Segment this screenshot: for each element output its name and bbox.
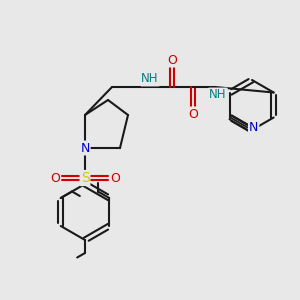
Text: N: N — [249, 121, 258, 134]
Text: O: O — [188, 107, 198, 121]
Text: O: O — [50, 172, 60, 184]
Text: S: S — [81, 171, 89, 185]
Text: NH: NH — [209, 88, 227, 101]
Text: O: O — [110, 172, 120, 184]
Text: NH: NH — [141, 73, 159, 85]
Text: O: O — [167, 53, 177, 67]
Text: N: N — [80, 142, 90, 154]
